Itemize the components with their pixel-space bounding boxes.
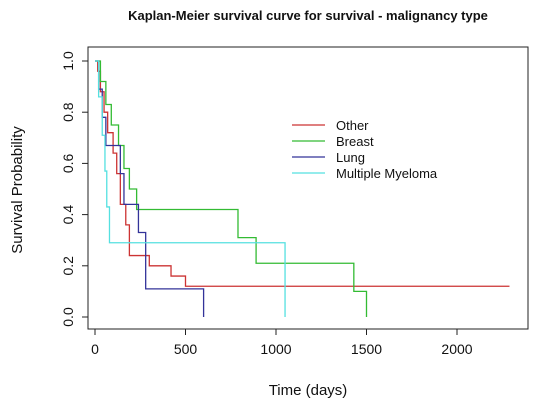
- y-axis-title: Survival Probability: [9, 126, 26, 254]
- x-tick-label: 0: [91, 341, 99, 357]
- series-line-breast: [95, 60, 368, 317]
- x-tick-label: 500: [174, 341, 198, 357]
- chart-title: Kaplan-Meier survival curve for survival…: [128, 8, 488, 23]
- x-axis-ticks: 0 500 1000 1500 2000: [91, 329, 473, 357]
- legend-label: Breast: [336, 134, 374, 149]
- y-tick-label: 0.4: [60, 205, 76, 225]
- y-axis-ticks: 0.0 0.2 0.4 0.6 0.8 1.0: [60, 51, 88, 327]
- x-axis-title: Time (days): [269, 382, 348, 399]
- y-tick-label: 0.2: [60, 256, 76, 276]
- x-tick-label: 1500: [351, 341, 382, 357]
- series-line-multiple-myeloma: [95, 60, 286, 317]
- y-tick-label: 0.0: [60, 307, 76, 327]
- y-tick-label: 1.0: [60, 51, 76, 71]
- y-tick-label: 0.6: [60, 153, 76, 173]
- x-tick-label: 1000: [260, 341, 291, 357]
- legend-label: Lung: [336, 150, 365, 165]
- legend-label: Other: [336, 118, 369, 133]
- survival-curves: [95, 60, 510, 317]
- series-line-lung: [95, 60, 205, 317]
- legend-label: Multiple Myeloma: [336, 166, 438, 181]
- x-tick-label: 2000: [441, 341, 472, 357]
- y-tick-label: 0.8: [60, 102, 76, 122]
